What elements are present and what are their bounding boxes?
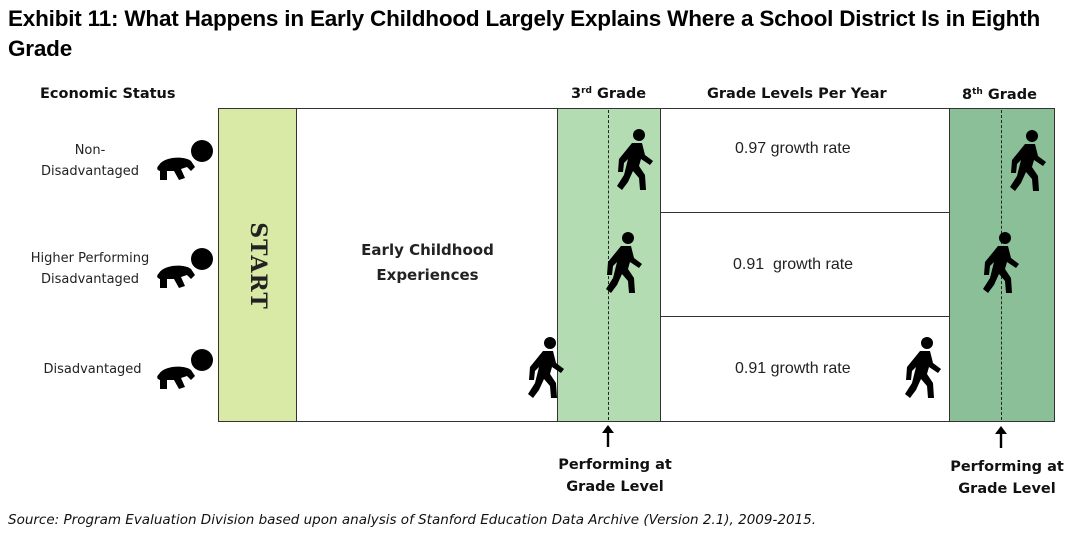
group-label-line: Disadvantaged [40, 272, 140, 287]
walking-person-icon [1010, 130, 1046, 191]
performing-line: Grade Level [958, 481, 1056, 497]
source-note: Source: Program Evaluation Division base… [8, 512, 817, 528]
arrow-up-icon [602, 425, 614, 447]
walking-person-icon [905, 337, 941, 398]
crawling-baby-icon [157, 140, 213, 180]
performing-line: Performing at [558, 457, 672, 473]
walking-person-icon [528, 337, 564, 398]
performing-label-grade3: Performing at Grade Level [540, 454, 690, 498]
group-label-line: Higher Performing [30, 251, 150, 266]
arrow-up-icon [995, 426, 1007, 448]
grade8-header: 8th Grade [962, 87, 1037, 103]
group-label-non-disadvantaged: Non- Disadvantaged [20, 140, 160, 182]
row-divider [661, 316, 950, 317]
start-column [218, 108, 298, 422]
growth-rate-non-disadvantaged: 0.97 growth rate [735, 140, 851, 157]
walking-person-icon [617, 129, 653, 190]
early-childhood-box [296, 108, 559, 422]
walking-person-icon [606, 232, 642, 293]
group-label-disadvantaged: Disadvantaged [20, 359, 165, 380]
start-label: START [245, 222, 271, 310]
growth-header: Grade Levels Per Year [707, 86, 887, 102]
growth-rate-disadvantaged: 0.91 growth rate [735, 360, 851, 377]
crawling-baby-icon [157, 248, 213, 288]
group-label-higher-performing-disadvantaged: Higher Performing Disadvantaged [10, 248, 170, 290]
group-label-line: Non- [74, 143, 106, 158]
early-childhood-label: Early Childhood Experiences [330, 238, 525, 288]
growth-rate-higher-performing: 0.91 growth rate [733, 256, 854, 273]
performing-label-grade8: Performing at Grade Level [932, 456, 1082, 500]
growth-area [660, 108, 951, 422]
performing-line: Performing at [950, 459, 1064, 475]
exhibit-title: Exhibit 11: What Happens in Early Childh… [8, 6, 1041, 61]
grade3-header: 3rd Grade [571, 86, 647, 102]
early-childhood-line: Early Childhood [361, 241, 494, 259]
economic-status-header: Economic Status [40, 86, 176, 102]
crawling-baby-icon [157, 349, 213, 389]
group-label-line: Disadvantaged [40, 164, 140, 179]
performing-line: Grade Level [566, 479, 664, 495]
group-label-line: Disadvantaged [43, 362, 142, 377]
row-divider [661, 212, 950, 213]
walking-person-icon [983, 232, 1019, 293]
early-childhood-line: Experiences [376, 266, 479, 284]
